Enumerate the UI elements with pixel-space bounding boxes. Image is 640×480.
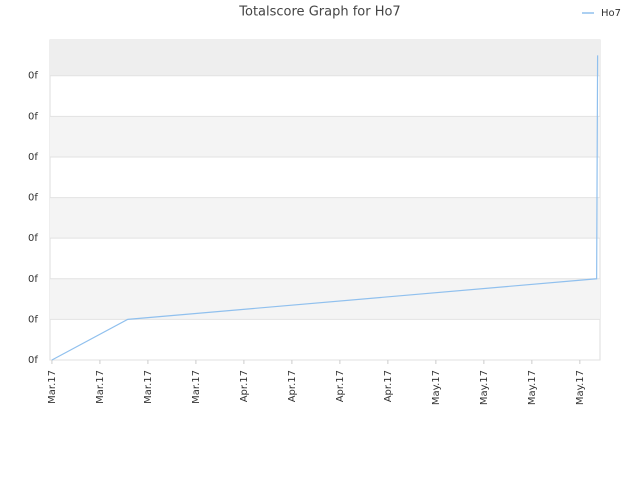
grid-band (50, 197, 600, 239)
x-tick-label: Mar.17 (47, 370, 58, 404)
data-line (51, 55, 599, 361)
y-tick-label: 0f (28, 233, 38, 244)
x-tick-label: Apr.17 (287, 370, 298, 402)
x-tick-label: Apr.17 (239, 370, 250, 402)
y-tick-label: 0f (28, 193, 38, 204)
x-tick-label: May.17 (479, 370, 490, 405)
x-tick-label: Mar.17 (191, 370, 202, 404)
y-tick-label: 0f (28, 314, 38, 325)
x-tick-label: Apr.17 (335, 370, 346, 402)
y-tick-label: 0f (28, 355, 38, 366)
y-tick-label: 0f (28, 111, 38, 122)
x-tick-label: Mar.17 (95, 370, 106, 404)
x-tick-label: Apr.17 (383, 370, 394, 402)
x-tick-label: May.17 (527, 370, 538, 405)
y-tick-label: 0f (28, 152, 38, 163)
x-tick-label: May.17 (431, 370, 442, 405)
x-tick-label: Mar.17 (143, 370, 154, 404)
grid-band (50, 278, 600, 320)
x-tick-label: May.17 (575, 370, 586, 405)
y-tick-label: 0f (28, 274, 38, 285)
legend-label: Ho7 (601, 8, 621, 19)
grid-band (50, 116, 600, 157)
grid-band (50, 40, 600, 76)
y-tick-label: 0f (28, 71, 38, 82)
chart-title: Totalscore Graph for Ho7 (238, 5, 400, 20)
